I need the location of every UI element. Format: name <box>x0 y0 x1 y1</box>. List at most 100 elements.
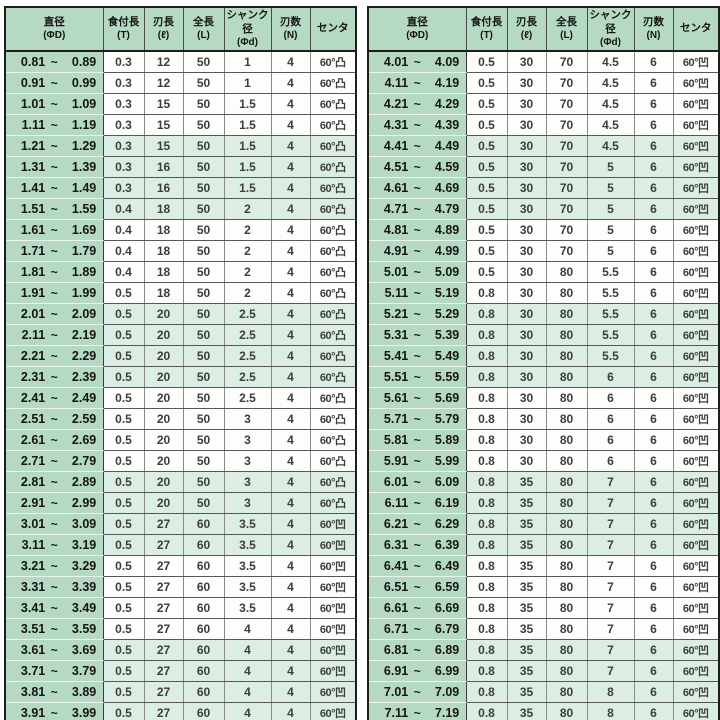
table-row: 4.71 ~4.79 0.5 30 70 5 6 60°凹 <box>368 198 719 220</box>
diameter-max: 5.19 <box>434 285 460 300</box>
chamfer-length-cell: 0.4 <box>103 240 145 262</box>
diameter-min: 1.71 <box>20 243 46 258</box>
diameter-min: 3.21 <box>20 558 46 573</box>
flute-count-cell: 4 <box>271 387 311 409</box>
overall-length-cell: 70 <box>546 177 588 199</box>
diameter-min: 6.51 <box>383 579 409 594</box>
table-row: 6.01 ~6.09 0.8 35 80 7 6 60°凹 <box>368 471 719 493</box>
shank-diameter-cell: 6 <box>587 429 635 451</box>
blade-length-cell: 18 <box>144 282 184 304</box>
table-row: 3.01 ~3.09 0.5 27 60 3.5 4 60°凹 <box>5 513 356 535</box>
overall-length-cell: 50 <box>183 345 225 367</box>
center-type-cell: 60°凹 <box>673 660 719 682</box>
table-row: 5.11 ~5.19 0.8 30 80 5.5 6 60°凹 <box>368 282 719 304</box>
diameter-range-cell: 5.31 ~5.39 <box>368 324 467 346</box>
diameter-max: 4.49 <box>434 138 460 153</box>
center-type-cell: 60°凹 <box>673 177 719 199</box>
shank-diameter-cell: 5.5 <box>587 261 635 283</box>
table-row: 6.51 ~6.59 0.8 35 80 7 6 60°凹 <box>368 576 719 598</box>
flute-count-cell: 6 <box>634 51 674 73</box>
diameter-range-cell: 5.21 ~5.29 <box>368 303 467 325</box>
shank-diameter-cell: 1.5 <box>224 135 272 157</box>
shank-diameter-cell: 2.5 <box>224 303 272 325</box>
chamfer-length-cell: 0.8 <box>466 576 508 598</box>
flute-count-cell: 4 <box>271 450 311 472</box>
flute-count-cell: 6 <box>634 492 674 514</box>
diameter-range-cell: 3.91 ~3.99 <box>5 702 104 720</box>
diameter-min: 1.01 <box>20 96 46 111</box>
blade-length-cell: 27 <box>144 702 184 720</box>
shank-diameter-cell: 8 <box>587 702 635 720</box>
center-type-cell: 60°凹 <box>673 702 719 720</box>
flute-count-cell: 4 <box>271 72 311 94</box>
shank-diameter-cell: 7 <box>587 660 635 682</box>
overall-length-cell: 50 <box>183 408 225 430</box>
diameter-max: 3.19 <box>71 537 97 552</box>
shank-diameter-cell: 7 <box>587 618 635 640</box>
diameter-min: 3.51 <box>20 621 46 636</box>
center-type-cell: 60°凹 <box>673 576 719 598</box>
center-type-cell: 60°凸 <box>310 303 356 325</box>
chamfer-length-cell: 0.5 <box>103 324 145 346</box>
shank-diameter-cell: 5.5 <box>587 303 635 325</box>
range-separator: ~ <box>50 306 58 321</box>
range-separator: ~ <box>50 474 58 489</box>
table-row: 4.01 ~4.09 0.5 30 70 4.5 6 60°凹 <box>368 51 719 73</box>
center-type-cell: 60°凹 <box>673 345 719 367</box>
diameter-min: 5.11 <box>384 285 409 300</box>
center-type-cell: 60°凹 <box>310 534 356 556</box>
overall-length-cell: 60 <box>183 513 225 535</box>
overall-length-cell: 50 <box>183 492 225 514</box>
shank-diameter-cell: 4 <box>224 702 272 720</box>
overall-length-cell: 80 <box>546 639 588 661</box>
chamfer-length-cell: 0.5 <box>103 660 145 682</box>
shank-diameter-cell: 4 <box>224 660 272 682</box>
blade-length-cell: 27 <box>144 618 184 640</box>
chamfer-length-cell: 0.3 <box>103 135 145 157</box>
blade-length-cell: 35 <box>507 555 547 577</box>
center-type-cell: 60°凸 <box>310 387 356 409</box>
range-separator: ~ <box>50 327 58 342</box>
range-separator: ~ <box>413 117 421 132</box>
flute-count-cell: 6 <box>634 345 674 367</box>
diameter-max: 2.59 <box>71 411 97 426</box>
diameter-min: 6.81 <box>383 642 409 657</box>
shank-diameter-cell: 3 <box>224 429 272 451</box>
diameter-min: 6.31 <box>383 537 409 552</box>
center-type-cell: 60°凹 <box>673 135 719 157</box>
diameter-max: 3.29 <box>71 558 97 573</box>
overall-length-cell: 50 <box>183 198 225 220</box>
blade-length-cell: 20 <box>144 387 184 409</box>
diameter-min: 1.11 <box>21 117 46 132</box>
flute-count-cell: 6 <box>634 408 674 430</box>
diameter-min: 1.31 <box>20 159 46 174</box>
table-row: 5.41 ~5.49 0.8 30 80 5.5 6 60°凹 <box>368 345 719 367</box>
shank-diameter-cell: 5.5 <box>587 345 635 367</box>
range-separator: ~ <box>50 558 58 573</box>
diameter-min: 4.51 <box>383 159 409 174</box>
shank-diameter-cell: 2.5 <box>224 324 272 346</box>
shank-diameter-cell: 3 <box>224 471 272 493</box>
center-type-cell: 60°凹 <box>673 303 719 325</box>
flute-count-cell: 4 <box>271 156 311 178</box>
range-separator: ~ <box>413 348 421 363</box>
col-header-center: センタ <box>310 7 356 53</box>
diameter-min: 4.01 <box>383 55 409 70</box>
diameter-range-cell: 1.11 ~1.19 <box>5 114 104 136</box>
chamfer-length-cell: 0.8 <box>466 639 508 661</box>
blade-length-cell: 20 <box>144 471 184 493</box>
col-header-flute-count: 刃数 (N) <box>271 7 311 53</box>
range-separator: ~ <box>50 621 58 636</box>
diameter-min: 4.31 <box>383 117 409 132</box>
diameter-max: 2.19 <box>71 327 97 342</box>
diameter-max: 4.89 <box>434 222 460 237</box>
shank-diameter-cell: 2 <box>224 219 272 241</box>
blade-length-cell: 27 <box>144 639 184 661</box>
center-type-cell: 60°凸 <box>310 72 356 94</box>
diameter-min: 3.61 <box>20 642 46 657</box>
table-row: 3.51 ~3.59 0.5 27 60 4 4 60°凹 <box>5 618 356 640</box>
blade-length-cell: 35 <box>507 681 547 703</box>
flute-count-cell: 4 <box>271 429 311 451</box>
flute-count-cell: 4 <box>271 261 311 283</box>
table-row: 3.11 ~3.19 0.5 27 60 3.5 4 60°凹 <box>5 534 356 556</box>
